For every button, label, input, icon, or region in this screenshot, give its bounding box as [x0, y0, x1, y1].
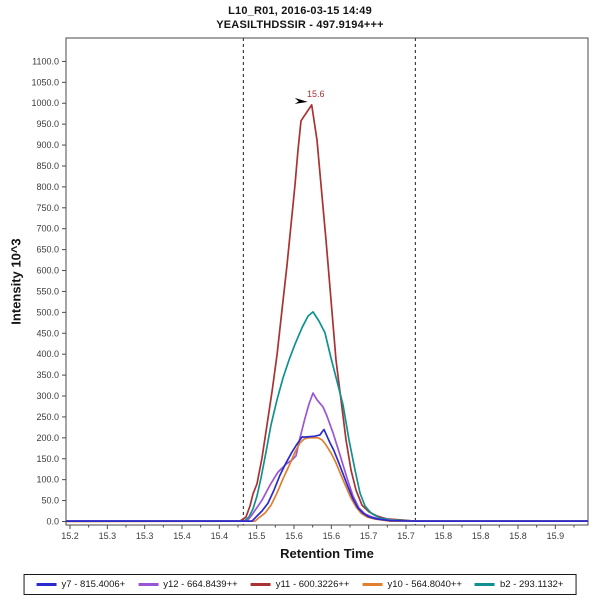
- y-axis-title: Intensity 10^3: [8, 238, 24, 325]
- peak-annotation-arrow-icon: [294, 97, 308, 104]
- y-axis-tick-label: 200.0: [36, 433, 59, 443]
- peak-annotation-label: 15.6: [307, 89, 325, 99]
- legend-item-label: y12 - 664.8439++: [163, 579, 238, 590]
- x-axis-tick-label: 15.4: [211, 531, 229, 541]
- x-axis-tick-label: 15.8: [435, 531, 453, 541]
- y-axis-tick-label: 150.0: [36, 454, 59, 464]
- y-axis-tick-label: 700.0: [36, 224, 59, 234]
- plot-frame: [65, 37, 589, 526]
- y-axis-tick-label: 100.0: [36, 475, 59, 485]
- series-line-y10: [65, 436, 588, 523]
- legend-box: y7 - 815.4006+ y12 - 664.8439++ y11 - 600.…: [23, 574, 577, 595]
- y-axis-tick-label: 850.0: [36, 161, 59, 171]
- x-axis-tick-label: 15.6: [285, 531, 303, 541]
- x-axis-tick-label: 15.4: [173, 531, 191, 541]
- x-axis-tick-label: 15.3: [136, 531, 154, 541]
- y-axis-tick-label: 300.0: [36, 391, 59, 401]
- y-axis-tick-label: 950.0: [36, 119, 59, 129]
- legend-item-y12: y12 - 664.8439++: [138, 579, 238, 590]
- y-axis-tick-label: 450.0: [36, 328, 59, 338]
- y-axis-tick-label: 650.0: [36, 245, 59, 255]
- legend-item-label: y11 - 600.3226++: [275, 579, 350, 590]
- x-axis-tick-label: 15.5: [248, 531, 266, 541]
- series-line-b2: [66, 311, 588, 522]
- chart-title: L10_R01, 2016-03-15 14:49: [228, 5, 372, 17]
- legend-item-y11: y11 - 600.3226++: [250, 579, 350, 590]
- legend-item-label: y10 - 564.8040++: [387, 579, 462, 590]
- y-axis-tick-label: 1050.0: [31, 77, 59, 87]
- y-axis-tick-label: 350.0: [36, 370, 59, 380]
- legend-item-y10: y10 - 564.8040++: [362, 579, 462, 590]
- y-axis-tick-label: 750.0: [36, 203, 59, 213]
- legend-item-label: b2 - 293.1132+: [499, 579, 564, 590]
- legend-line-swatch-icon: [36, 583, 57, 586]
- y-axis-tick-label: 1100.0: [32, 56, 59, 66]
- x-axis-tick-label: 15.8: [472, 531, 490, 541]
- y-axis-tick-label: 550.0: [36, 286, 59, 296]
- y-axis-tick-label: 400.0: [36, 349, 59, 359]
- legend-item-b2: b2 - 293.1132+: [474, 579, 564, 590]
- y-axis-tick-label: 800.0: [36, 182, 59, 192]
- y-axis-tick-label: 900.0: [36, 140, 59, 150]
- legend-item-label: y7 - 815.4006+: [61, 579, 126, 590]
- x-axis-tick-label: 15.7: [360, 531, 378, 541]
- chart-subtitle: YEASILTHDSSIR - 497.9194+++: [216, 19, 384, 31]
- legend-item-y7: y7 - 815.4006+: [36, 579, 126, 590]
- x-axis-tick-label: 15.6: [323, 531, 341, 541]
- series-line-y11: [66, 104, 588, 522]
- x-axis-tick-label: 15.3: [99, 531, 117, 541]
- x-axis-tick-label: 15.7: [397, 531, 415, 541]
- x-axis-title: Retention Time: [280, 546, 374, 561]
- legend-line-swatch-icon: [138, 583, 159, 586]
- x-axis-tick-label: 15.8: [509, 531, 527, 541]
- x-axis-tick-label: 15.2: [61, 531, 79, 541]
- y-axis-tick-label: 50.0: [41, 496, 59, 506]
- y-axis-tick-label: 1000.0: [31, 98, 59, 108]
- legend-line-swatch-icon: [250, 583, 271, 586]
- y-axis-tick-label: 600.0: [36, 266, 59, 276]
- legend-line-swatch-icon: [362, 583, 383, 586]
- plot-area[interactable]: [66, 38, 588, 525]
- series-line-y7: [66, 428, 588, 522]
- y-axis-tick-label: 250.0: [36, 412, 59, 422]
- y-axis-tick-label: 500.0: [36, 307, 59, 317]
- y-axis-tick-label: 0.0: [46, 516, 59, 526]
- x-axis-tick-label: 15.9: [547, 531, 565, 541]
- legend-line-swatch-icon: [474, 583, 495, 586]
